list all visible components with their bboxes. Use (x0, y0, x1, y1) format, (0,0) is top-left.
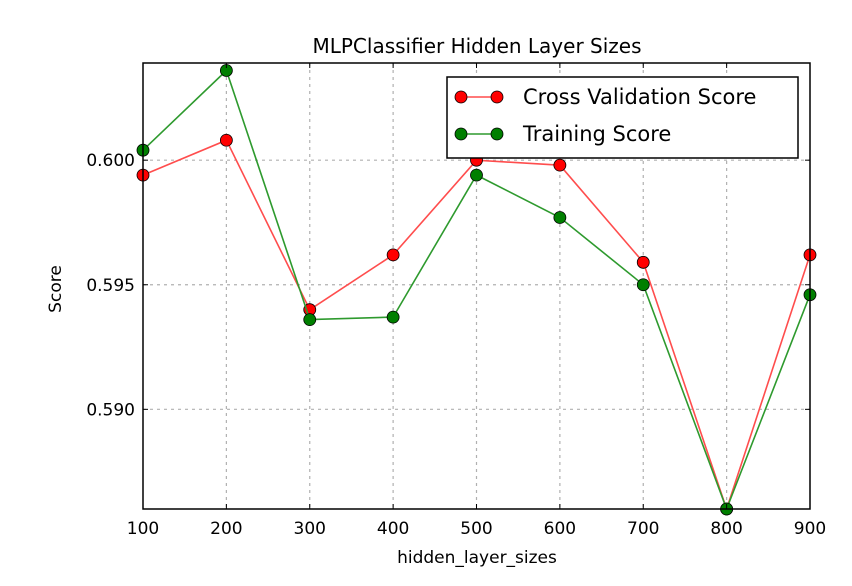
legend-box (446, 76, 799, 159)
x-tick-label: 200 (210, 519, 242, 539)
x-tick-label: 100 (127, 519, 159, 539)
legend-marker-cv (454, 90, 468, 104)
legend-label-cv: Cross Validation Score (523, 85, 756, 109)
x-tick-label: 900 (794, 519, 826, 539)
legend-marker-training (490, 127, 504, 141)
data-point-training (636, 278, 650, 292)
data-point-training (303, 313, 317, 327)
series-layer (136, 64, 817, 516)
x-tick-label: 600 (544, 519, 576, 539)
x-tick-label: 400 (377, 519, 409, 539)
legend: Cross Validation Score Training Score (446, 76, 799, 159)
y-axis-title: Score (46, 265, 66, 313)
legend-label-training: Training Score (522, 122, 671, 146)
legend-marker-training (454, 127, 468, 141)
data-point-cv (219, 133, 233, 147)
data-point-training (553, 211, 567, 224)
x-tick-label: 500 (460, 519, 492, 539)
y-tick-label: 0.595 (86, 276, 135, 296)
x-tick-label: 700 (627, 519, 659, 539)
data-point-cv (636, 255, 650, 269)
y-tick-label: 0.600 (86, 151, 135, 171)
gridlines (143, 63, 810, 509)
axis-ticks: 100 200 300 400 500 600 700 800 900 0.590 0.595 0.6… (86, 63, 826, 539)
data-point-training (470, 168, 483, 182)
x-tick-label: 800 (710, 519, 742, 539)
data-point-cv (553, 158, 567, 172)
data-point-training (386, 310, 400, 324)
x-tick-label: 300 (294, 519, 326, 539)
y-tick-label: 0.590 (86, 400, 135, 420)
chart-title: MLPClassifier Hidden Layer Sizes (312, 34, 641, 58)
x-axis-title: hidden_layer_sizes (397, 548, 557, 568)
data-point-cv (386, 248, 400, 262)
legend-marker-cv (490, 90, 504, 104)
